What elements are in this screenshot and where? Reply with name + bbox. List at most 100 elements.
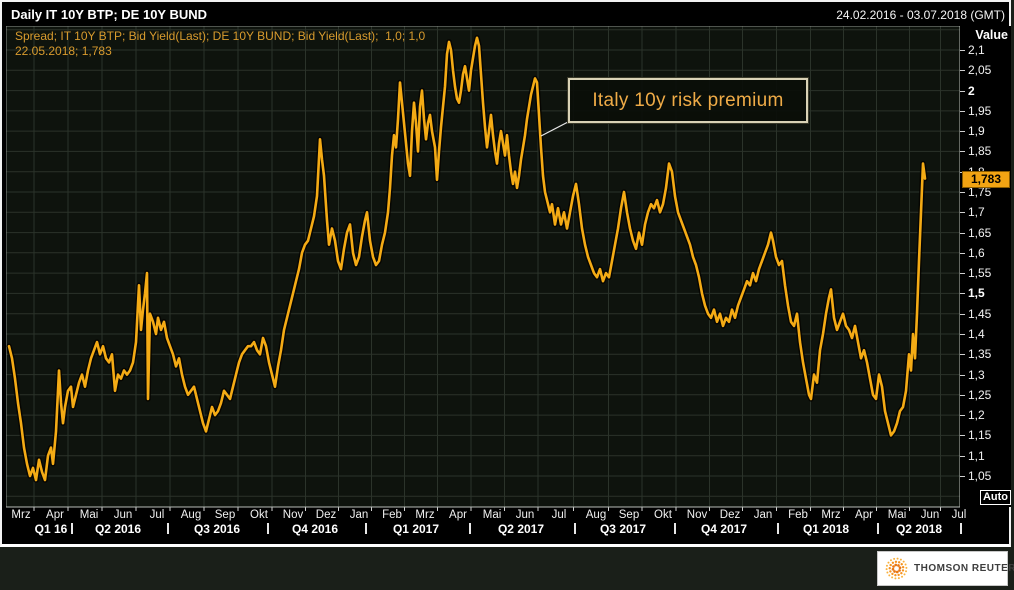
month-label: Apr [855,509,873,521]
value-axis-tick-label: 1,85 [968,144,992,159]
quarter-separator [777,523,779,534]
quarter-label: Q2 2018 [895,522,943,536]
month-label: Feb [382,509,402,521]
month-label: Mai [79,509,99,521]
quarter-label: Q2 2017 [497,522,545,536]
value-axis-tick-mark [960,333,965,335]
quarter-separator [674,523,676,534]
month-label: Feb [788,509,808,521]
value-axis-tick-mark [960,394,965,396]
value-axis-tick-label: 1,15 [968,428,992,443]
quarter-label: Q4 2016 [291,522,339,536]
value-axis-tick-label: 1,2 [968,408,985,423]
last-value-badge: 1,783 [962,171,1010,188]
thomson-reuters-globe-icon [885,557,908,580]
value-axis-tick-mark [960,232,965,234]
month-label: Nov [686,509,708,521]
chart-window: Daily IT 10Y BTP; DE 10Y BUND 24.02.2016… [0,0,1011,547]
value-axis-tick-mark [960,354,965,356]
value-axis-column: Value 2,12,0521,951,91,851,81,751,71,651… [960,26,1011,507]
quarter-separator [365,523,367,534]
value-axis-tick-mark [960,252,965,254]
value-axis-tick-label: 1,7 [968,205,985,220]
month-label: Jan [753,509,773,521]
month-label: Sep [214,509,236,521]
month-label: Mrz [11,509,31,521]
value-axis-tick-label: 1,05 [968,468,992,483]
value-axis-tick-mark [960,70,965,72]
quarter-separator [574,523,576,534]
value-axis-tick-mark [960,131,965,133]
value-axis-tick-mark [960,110,965,112]
value-axis-tick-label: 1,75 [968,184,992,199]
value-axis-tick-label: 2,05 [968,63,992,78]
value-axis-header: Value [975,28,1008,42]
month-label: Jan [349,509,369,521]
month-label: Aug [585,509,607,521]
value-axis-tick-mark [960,313,965,315]
quarter-separator [960,523,962,534]
month-label: Jun [515,509,535,521]
legend-last-date-value: 22.05.2018; 1,783 [15,44,112,58]
month-label: Jun [113,509,133,521]
value-axis-tick-mark [960,151,965,153]
value-axis-tick-label: 1,25 [968,387,992,402]
value-axis-tick-label: 1,65 [968,225,992,240]
value-axis-tick-mark [960,435,965,437]
month-label: Okt [654,509,672,521]
date-range-label: 24.02.2016 - 03.07.2018 (GMT) [836,8,1005,22]
quarter-label: Q1 2017 [392,522,440,536]
value-axis-tick-label: 1,9 [968,124,985,139]
month-label: Mrz [821,509,841,521]
value-axis-tick-label: 1,45 [968,306,992,321]
month-label: Apr [46,509,64,521]
quarter-label: Q4 2017 [700,522,748,536]
spread-chart-canvas[interactable] [6,26,960,547]
window-title: Daily IT 10Y BTP; DE 10Y BUND [11,7,208,22]
value-axis-tick-mark [960,415,965,417]
x-axis-month-labels: Mrz Apr Mai Jun Jul Aug Sep Okt Nov Dez Jan Feb Mrz A… [6,509,966,522]
value-axis-tick-mark [960,455,965,457]
quarter-label: Q1 16 [34,522,68,536]
month-label: Mai [482,509,502,521]
annotation-callout-box[interactable]: Italy 10y risk premium [567,77,809,124]
month-label: Apr [449,509,467,521]
month-label: Jul [149,509,165,521]
value-axis-tick-label: 1,35 [968,347,992,362]
quarter-separator [167,523,169,534]
quarter-separator [267,523,269,534]
thomson-reuters-logo: THOMSON REUTERS [877,551,1014,586]
value-axis-tick-label: 1,95 [968,103,992,118]
value-axis-tick-label: 2,1 [968,43,985,57]
value-axis-tick-mark [960,374,965,376]
value-axis-tick-mark [960,50,965,51]
x-axis-quarter-labels: Q1 16 Q2 2016 Q3 2016 Q4 2016 Q1 2017 Q2 2017… [6,522,962,536]
value-axis-tick-label: 1,3 [968,367,985,382]
month-label: Sep [618,509,640,521]
value-axis-tick-mark [960,212,965,214]
quarter-label: Q3 2017 [599,522,647,536]
month-label: Mai [887,509,907,521]
auto-scale-button[interactable]: Auto [980,490,1011,505]
chart-legend: Spread; IT 10Y BTP; Bid Yield(Last); DE … [15,29,425,59]
quarter-separator [469,523,471,534]
month-label: Mrz [415,509,435,521]
month-label: Aug [180,509,202,521]
month-label: Jun [920,509,940,521]
month-label: Okt [250,509,268,521]
quarter-label: Q3 2016 [193,522,241,536]
value-axis-tick-mark [960,273,965,275]
legend-series-line: Spread; IT 10Y BTP; Bid Yield(Last); DE … [15,29,426,43]
value-axis-tick-label: 1,6 [968,245,985,260]
value-axis-tick-label: 1,1 [968,448,985,463]
window-title-bar: Daily IT 10Y BTP; DE 10Y BUND 24.02.2016… [4,4,1009,25]
value-axis-tick-mark [960,293,965,295]
quarter-label: Q1 2018 [802,522,850,536]
thomson-reuters-wordmark: THOMSON REUTERS [914,563,1014,574]
value-axis-tick-label: 1,55 [968,266,992,281]
month-label: Jul [951,509,967,521]
value-axis-tick-label: 1,4 [968,326,985,341]
quarter-label: Q2 2016 [94,522,142,536]
month-label: Nov [282,509,304,521]
